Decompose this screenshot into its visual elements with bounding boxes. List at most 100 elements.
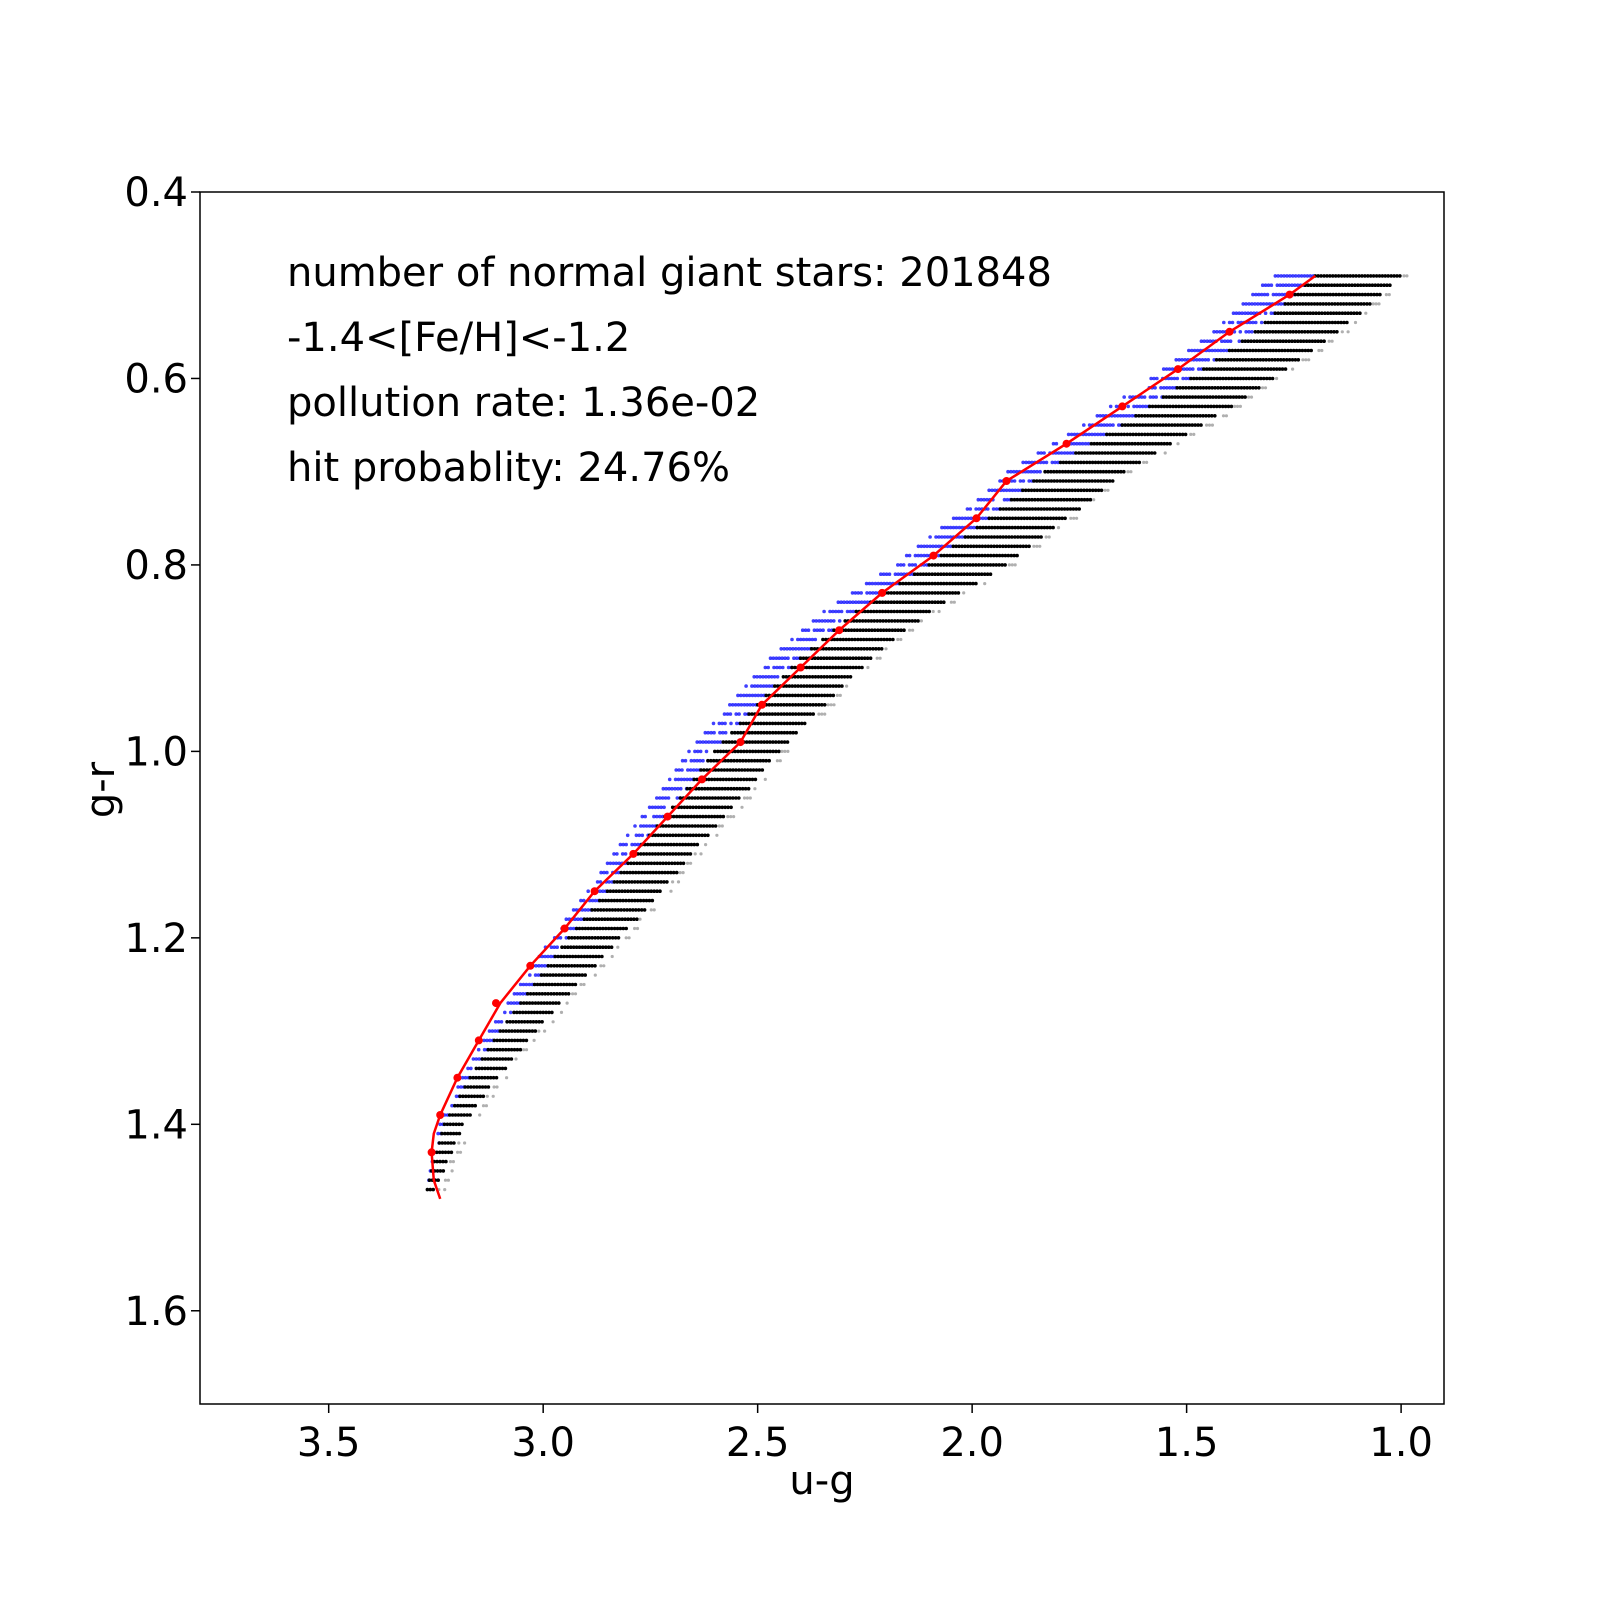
giant-star-point	[939, 591, 943, 595]
polluting-star-point	[801, 637, 806, 642]
giant-star-point	[726, 758, 731, 763]
giant-star-point	[545, 973, 550, 977]
sparse-star-point	[778, 759, 782, 763]
giant-star-point	[1196, 423, 1200, 427]
giant-star-point	[1025, 525, 1029, 530]
giant-star-point	[521, 1029, 526, 1033]
giant-star-point	[1311, 311, 1315, 316]
giant-star-point	[739, 777, 743, 782]
giant-star-point	[1270, 358, 1274, 362]
polluting-star-point	[643, 814, 647, 819]
giant-star-point	[801, 656, 806, 660]
giant-star-point	[1277, 367, 1282, 371]
giant-star-point	[1320, 330, 1325, 334]
sparse-star-point	[451, 1160, 455, 1164]
giant-star-point	[1241, 358, 1245, 362]
giant-star-point	[747, 740, 752, 744]
giant-star-point	[1223, 404, 1228, 409]
giant-star-point	[505, 1020, 509, 1024]
giant-star-point	[892, 591, 896, 595]
giant-star-point	[678, 824, 683, 828]
giant-star-point	[1085, 460, 1089, 465]
giant-star-point	[701, 814, 705, 819]
giant-star-point	[729, 805, 733, 810]
giant-star-point	[1048, 507, 1052, 511]
giant-star-point	[1183, 432, 1188, 437]
sparse-star-point	[878, 656, 882, 660]
giant-star-point	[1147, 451, 1151, 455]
giant-star-point	[628, 908, 632, 912]
giant-star-point	[1293, 292, 1298, 297]
giant-star-point	[761, 712, 766, 716]
giant-star-point	[1285, 330, 1290, 334]
giant-star-point	[626, 889, 630, 893]
giant-star-point	[691, 805, 695, 810]
giant-star-point	[555, 992, 559, 996]
giant-star-point	[1113, 469, 1117, 474]
giant-star-point	[1229, 404, 1234, 409]
giant-star-point	[1228, 395, 1233, 399]
polluting-star-point	[1184, 376, 1188, 381]
giant-star-point	[1337, 292, 1341, 297]
giant-star-point	[813, 656, 817, 660]
giant-star-point	[1179, 395, 1183, 399]
giant-star-point	[1064, 460, 1069, 465]
giant-star-point	[541, 982, 546, 987]
giant-star-point	[571, 945, 576, 949]
giant-star-point	[1135, 423, 1139, 427]
giant-star-point	[810, 665, 815, 670]
giant-star-point	[1308, 292, 1312, 297]
giant-star-point	[1175, 432, 1179, 437]
giant-star-point	[685, 852, 690, 856]
polluting-star-point	[1247, 302, 1251, 306]
giant-star-point	[518, 1029, 523, 1033]
giant-star-point	[877, 647, 881, 651]
giant-star-point	[1036, 507, 1041, 511]
giant-star-point	[974, 544, 979, 549]
polluting-star-point	[1093, 432, 1097, 437]
giant-star-point	[1365, 302, 1369, 306]
giant-star-point	[957, 553, 961, 558]
giant-star-point	[647, 898, 652, 903]
giant-star-point	[812, 647, 817, 651]
giant-star-point	[822, 675, 826, 679]
giant-star-point	[533, 1001, 538, 1005]
polluting-star-point	[623, 852, 628, 856]
giant-star-point	[1039, 525, 1044, 530]
giant-star-point	[802, 684, 806, 688]
giant-star-point	[678, 842, 682, 847]
giant-star-point	[1166, 414, 1170, 418]
giant-star-point	[674, 852, 678, 856]
giant-star-point	[1296, 339, 1300, 344]
giant-star-point	[785, 712, 789, 716]
polluting-star-point	[739, 693, 743, 698]
giant-star-point	[747, 712, 751, 716]
giant-star-point	[1352, 311, 1356, 316]
giant-star-point	[700, 805, 704, 810]
giant-star-point	[595, 926, 599, 931]
sparse-star-point	[633, 926, 637, 931]
polluting-star-point	[998, 479, 1002, 483]
giant-star-point	[1239, 348, 1243, 353]
giant-star-point	[821, 637, 825, 642]
sparse-star-point	[1047, 535, 1051, 539]
polluting-star-point	[1269, 311, 1274, 316]
giant-star-point	[1033, 497, 1037, 502]
giant-star-point	[998, 507, 1003, 511]
giant-star-point	[459, 1113, 464, 1117]
polluting-star-point	[1041, 460, 1046, 465]
giant-star-point	[509, 1057, 514, 1061]
giant-star-point	[1280, 348, 1284, 353]
giant-star-point	[661, 861, 665, 866]
polluting-star-point	[709, 730, 713, 735]
giant-star-point	[1010, 507, 1014, 511]
polluting-star-point	[879, 572, 883, 576]
giant-star-point	[676, 852, 681, 856]
giant-star-point	[986, 535, 991, 539]
giant-star-point	[1196, 395, 1201, 399]
giant-star-point	[1264, 358, 1268, 362]
polluting-star-point	[1188, 367, 1192, 371]
giant-star-point	[753, 730, 758, 735]
giant-star-point	[1256, 330, 1260, 334]
giant-star-point	[959, 572, 964, 576]
